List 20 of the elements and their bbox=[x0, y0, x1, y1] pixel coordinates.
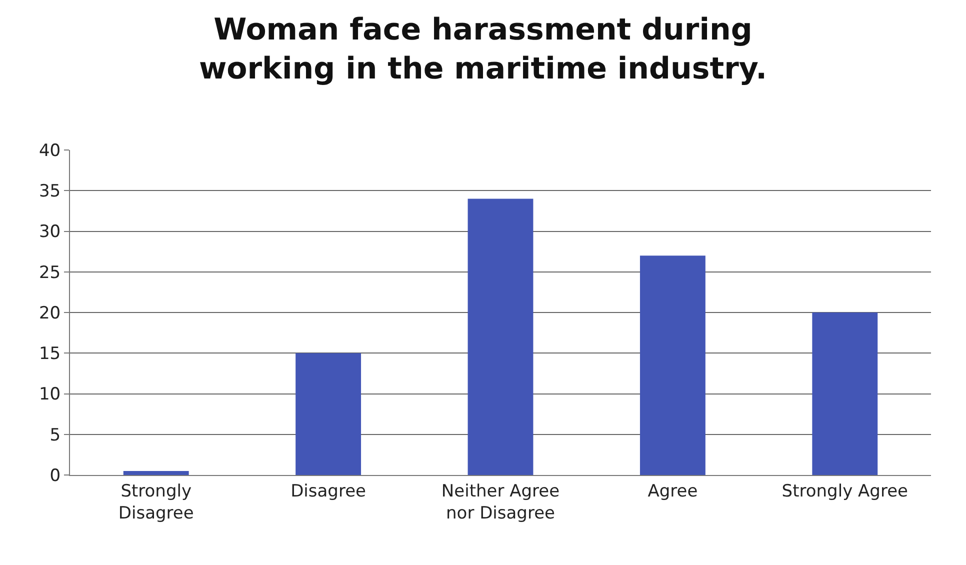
y-tick-label: 30 bbox=[38, 222, 61, 242]
y-tick-label: 10 bbox=[38, 384, 61, 405]
bar bbox=[468, 198, 534, 475]
x-tick-label: Disagree bbox=[290, 481, 366, 502]
y-tick-label: 25 bbox=[38, 262, 61, 283]
x-tick-label: Strongly Agree bbox=[782, 481, 908, 502]
y-tick-label: 35 bbox=[38, 182, 61, 202]
bar bbox=[640, 256, 706, 475]
y-tick-label: 40 bbox=[38, 140, 61, 161]
y-tick-label: 15 bbox=[38, 344, 61, 364]
y-tick-label: 5 bbox=[50, 425, 61, 446]
y-tick-label: 20 bbox=[38, 303, 61, 324]
chart-title: Woman face harassment during working in the maritime industry. bbox=[198, 12, 768, 87]
x-tick-label: Agree bbox=[648, 481, 698, 502]
bar bbox=[296, 353, 362, 475]
x-tick-label: Neither Agree nor Disagree bbox=[441, 481, 560, 524]
y-tick-label: 0 bbox=[50, 466, 61, 486]
x-tick-label: Strongly Disagree bbox=[118, 481, 194, 524]
bar bbox=[123, 470, 189, 475]
bar bbox=[812, 312, 878, 475]
